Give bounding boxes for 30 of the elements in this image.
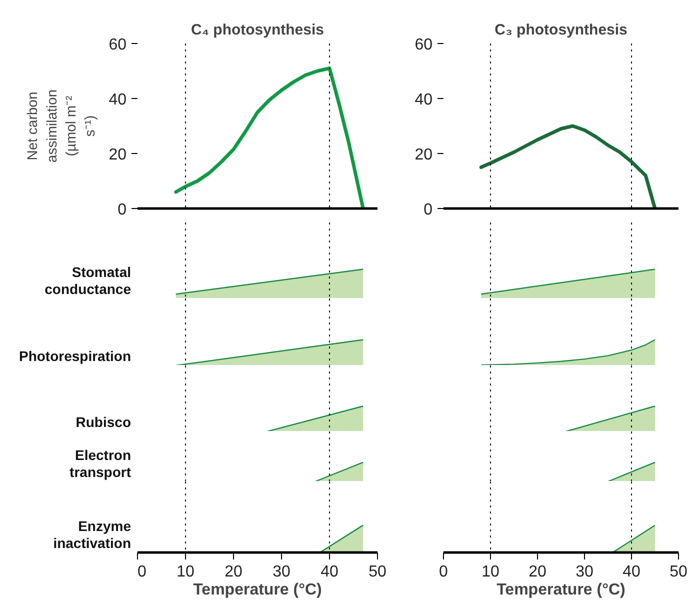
x-tick-label: 20 xyxy=(528,564,546,580)
x-tick-label: 50 xyxy=(670,564,688,580)
x-tick-label: 0 xyxy=(439,564,448,580)
x-tick-label: 40 xyxy=(320,564,338,580)
x-tick-label: 20 xyxy=(224,564,242,580)
y-tick-label: 0 xyxy=(118,202,127,218)
y-tick-label: 60 xyxy=(108,36,127,54)
y-axis-title: Electron transport xyxy=(68,446,132,481)
x-tick-label: 10 xyxy=(176,564,194,580)
y-tick-label: 20 xyxy=(108,146,127,164)
y-axis-title: Enzyme inactivation xyxy=(52,517,132,554)
x-axis-title: Temperature (°C) xyxy=(496,582,626,598)
y-axis-title: Photorespiration xyxy=(18,347,132,365)
y-tick-label: 60 xyxy=(414,36,433,54)
y-tick-label: 20 xyxy=(414,146,433,164)
x-tick-label: 30 xyxy=(576,564,594,580)
x-axis-title: Temperature (°C) xyxy=(193,582,322,598)
x-tick-label: 30 xyxy=(272,564,290,580)
y-tick-label: 40 xyxy=(108,92,127,108)
y-axis-title: Stomatal conductance xyxy=(44,263,132,298)
x-tick-label: 0 xyxy=(138,564,146,580)
x-tick-label: 50 xyxy=(368,564,386,580)
y-tick-label: 40 xyxy=(414,92,433,108)
y-axis-title: Net carbon assimilation (µmol m⁻² s⁻¹) xyxy=(24,89,98,163)
x-tick-label: 10 xyxy=(482,564,500,580)
y-axis-title: Rubisco xyxy=(74,413,132,431)
y-tick-label: 0 xyxy=(424,202,433,218)
x-tick-label: 40 xyxy=(622,564,640,580)
chart-title: C₃ photosynthesis xyxy=(494,22,628,38)
chart-title: C₄ photosynthesis xyxy=(191,22,324,38)
